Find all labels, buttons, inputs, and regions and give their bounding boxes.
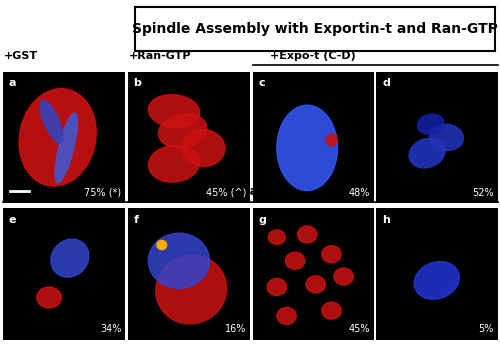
Ellipse shape: [148, 94, 200, 128]
Text: e: e: [8, 215, 16, 225]
Ellipse shape: [277, 105, 338, 190]
Text: +Expo-t + RanGTP (E-H): +Expo-t + RanGTP (E-H): [165, 185, 335, 198]
Ellipse shape: [37, 287, 62, 308]
Text: 75% (*): 75% (*): [84, 188, 122, 198]
Ellipse shape: [182, 130, 225, 166]
Ellipse shape: [277, 307, 296, 324]
Ellipse shape: [148, 145, 200, 182]
Text: d: d: [382, 78, 390, 88]
Ellipse shape: [157, 240, 166, 250]
Text: +GST: +GST: [4, 51, 38, 61]
Ellipse shape: [334, 268, 353, 285]
Text: a: a: [8, 78, 16, 88]
Text: +Ran-GTP: +Ran-GTP: [129, 51, 192, 61]
Text: 16%: 16%: [225, 324, 246, 334]
Ellipse shape: [158, 114, 207, 148]
Ellipse shape: [322, 246, 341, 263]
Ellipse shape: [148, 233, 210, 288]
Ellipse shape: [322, 302, 341, 319]
Ellipse shape: [414, 261, 460, 299]
Ellipse shape: [19, 89, 96, 186]
Text: 48%: 48%: [349, 188, 370, 198]
Ellipse shape: [326, 134, 337, 146]
Text: f: f: [134, 215, 138, 225]
Ellipse shape: [156, 256, 226, 324]
Ellipse shape: [418, 114, 444, 134]
Text: 52%: 52%: [472, 188, 494, 198]
Text: 45%: 45%: [349, 324, 370, 334]
Ellipse shape: [268, 230, 285, 244]
Ellipse shape: [267, 279, 286, 295]
Text: 5%: 5%: [478, 324, 494, 334]
Text: h: h: [382, 215, 390, 225]
Text: b: b: [134, 78, 141, 88]
Text: Spindle Assembly with Exportin-t and Ran-GTP: Spindle Assembly with Exportin-t and Ran…: [132, 22, 498, 36]
Ellipse shape: [286, 252, 304, 269]
Ellipse shape: [51, 239, 89, 277]
Ellipse shape: [298, 226, 317, 243]
Text: 45% (^): 45% (^): [206, 188, 246, 198]
Ellipse shape: [409, 138, 445, 168]
Text: 34%: 34%: [100, 324, 122, 334]
Ellipse shape: [430, 124, 464, 150]
Ellipse shape: [40, 100, 62, 143]
Text: c: c: [258, 78, 265, 88]
Text: g: g: [258, 215, 266, 225]
Ellipse shape: [306, 276, 326, 293]
Text: +Expo-t (C-D): +Expo-t (C-D): [270, 51, 356, 61]
Ellipse shape: [55, 113, 78, 183]
